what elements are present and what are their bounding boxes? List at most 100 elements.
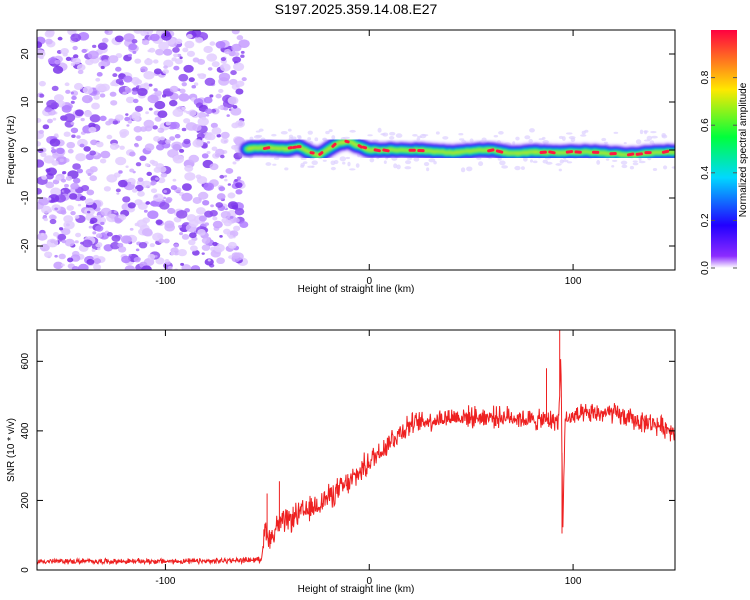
noise-blob bbox=[66, 205, 74, 211]
noise-blob bbox=[61, 227, 71, 236]
noise-blob bbox=[52, 117, 57, 121]
noise-blob bbox=[220, 137, 229, 144]
noise-blob bbox=[227, 183, 232, 186]
signal-peak bbox=[373, 148, 381, 153]
noise-blob bbox=[43, 217, 48, 222]
noise-blob bbox=[98, 61, 108, 69]
noise-blob bbox=[225, 167, 234, 174]
signal-peak bbox=[361, 145, 368, 150]
noise-blob bbox=[93, 263, 102, 270]
noise-blob bbox=[230, 70, 237, 76]
noise-blob bbox=[61, 263, 65, 267]
noise-blob bbox=[171, 141, 183, 151]
noise-blob bbox=[169, 99, 178, 107]
noise-blob bbox=[86, 258, 95, 265]
noise-blob bbox=[218, 186, 226, 192]
noise-blob bbox=[183, 64, 194, 73]
noise-blob bbox=[198, 191, 209, 200]
noise-blob bbox=[182, 47, 189, 53]
noise-blob bbox=[110, 241, 120, 250]
noise-blob bbox=[137, 87, 148, 97]
noise-blob bbox=[51, 160, 59, 166]
noise-blob bbox=[38, 129, 44, 135]
noise-blob bbox=[174, 133, 181, 139]
noise-blob bbox=[107, 55, 119, 64]
noise-blob bbox=[97, 247, 101, 251]
noise-blob bbox=[63, 189, 68, 193]
noise-blob bbox=[87, 172, 92, 177]
noise-blob bbox=[37, 159, 45, 168]
noise-blob bbox=[75, 232, 82, 238]
noise-blob bbox=[581, 130, 586, 135]
noise-blob bbox=[172, 178, 177, 182]
noise-blob bbox=[210, 204, 214, 208]
noise-blob bbox=[116, 192, 120, 195]
noise-blob bbox=[115, 66, 122, 72]
noise-blob bbox=[307, 165, 314, 168]
noise-blob bbox=[211, 61, 220, 68]
noise-blob bbox=[216, 257, 225, 265]
noise-blob bbox=[347, 161, 351, 167]
noise-blob bbox=[51, 85, 59, 92]
noise-blob bbox=[458, 133, 464, 136]
noise-blob bbox=[147, 94, 159, 104]
noise-blob bbox=[89, 150, 97, 156]
noise-blob bbox=[63, 220, 75, 230]
noise-blob bbox=[227, 96, 239, 105]
noise-blob bbox=[570, 137, 576, 142]
noise-blob bbox=[541, 136, 546, 140]
signal-peak bbox=[626, 152, 635, 157]
noise-blob bbox=[127, 53, 133, 58]
noise-blob bbox=[118, 170, 123, 174]
noise-blob bbox=[71, 134, 76, 138]
noise-blob bbox=[558, 135, 564, 140]
noise-blob bbox=[233, 217, 240, 223]
noise-blob bbox=[141, 228, 153, 237]
noise-blob bbox=[152, 59, 159, 64]
noise-blob bbox=[179, 232, 184, 236]
noise-blob bbox=[272, 163, 277, 166]
noise-blob bbox=[84, 198, 94, 206]
noise-blob bbox=[82, 86, 94, 95]
noise-blob bbox=[86, 189, 95, 196]
noise-blob bbox=[195, 37, 204, 44]
noise-blob bbox=[161, 32, 172, 41]
noise-blob bbox=[157, 110, 168, 119]
noise-blob bbox=[192, 139, 204, 148]
noise-blob bbox=[37, 41, 43, 49]
noise-blob bbox=[339, 156, 347, 162]
noise-blob bbox=[328, 129, 333, 133]
noise-blob bbox=[149, 33, 160, 42]
noise-blob bbox=[170, 251, 176, 256]
noise-blob bbox=[114, 217, 122, 224]
noise-blob bbox=[426, 167, 430, 172]
noise-blob bbox=[238, 39, 250, 49]
signal-peak bbox=[344, 139, 350, 144]
noise-blob bbox=[181, 264, 192, 270]
noise-blob bbox=[144, 58, 153, 66]
noise-blob bbox=[191, 85, 197, 89]
noise-blob bbox=[104, 30, 109, 34]
noise-blob bbox=[219, 154, 225, 159]
noise-blob bbox=[234, 207, 245, 216]
noise-blob bbox=[162, 69, 169, 75]
noise-blob bbox=[44, 251, 53, 258]
noise-blob bbox=[644, 130, 648, 135]
snr-panel: -100 0 100 0 200 400 600 Height of straight li… bbox=[6, 329, 676, 595]
noise-blob bbox=[128, 43, 138, 51]
noise-blob bbox=[152, 193, 164, 202]
noise-blob bbox=[639, 129, 644, 135]
colorbar-tick-label: 0.4 bbox=[700, 165, 711, 179]
noise-blob bbox=[49, 218, 57, 225]
noise-blob bbox=[227, 201, 239, 210]
noise-blob bbox=[81, 94, 93, 104]
noise-blob bbox=[189, 245, 198, 252]
noise-blob bbox=[115, 114, 124, 121]
noise-blob bbox=[129, 151, 136, 157]
noise-blob bbox=[201, 116, 207, 121]
noise-blob bbox=[201, 153, 209, 159]
noise-blob bbox=[228, 234, 234, 239]
noise-blob bbox=[389, 131, 396, 136]
